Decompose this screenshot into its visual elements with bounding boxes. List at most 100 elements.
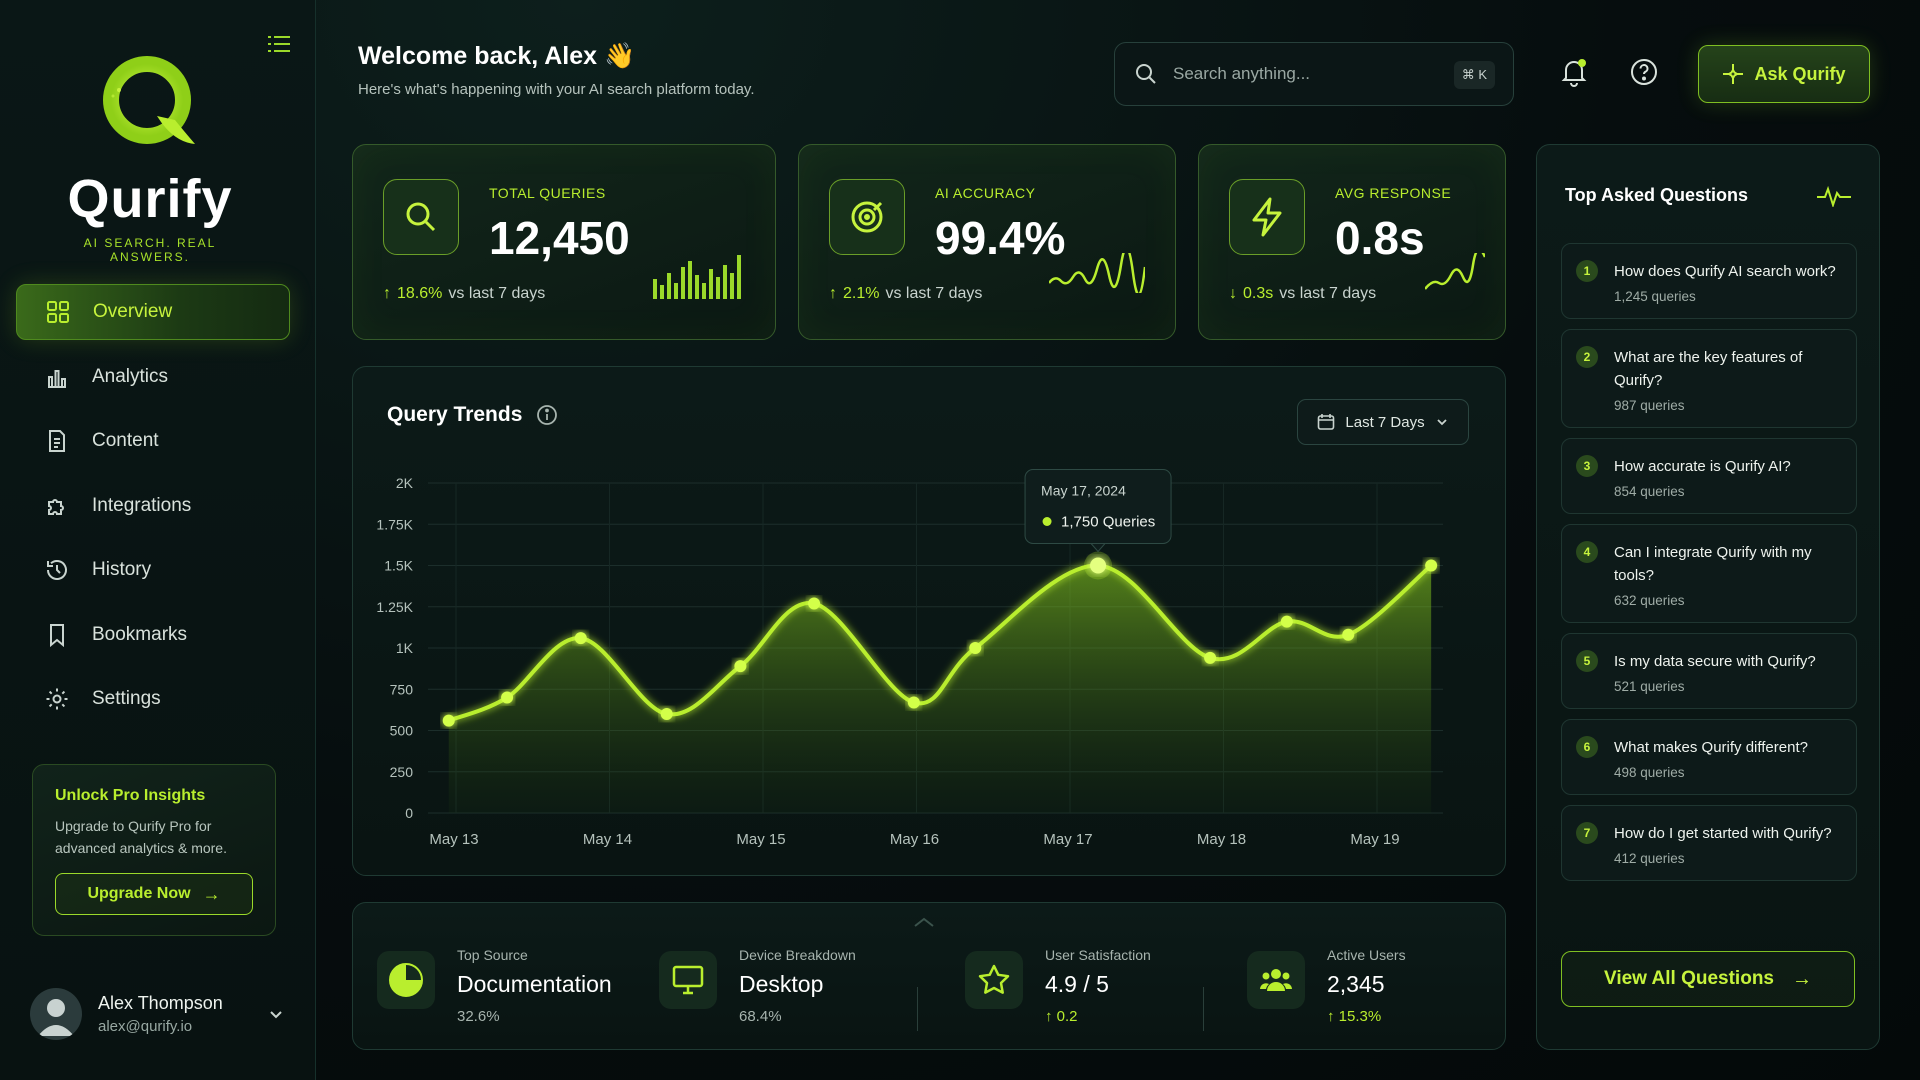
page-subtitle: Here's what's happening with your AI sea…	[358, 81, 755, 98]
data-point[interactable]	[442, 714, 455, 727]
sidebar-item-settings[interactable]: Settings	[16, 671, 290, 727]
mini-bar-chart-icon	[653, 255, 741, 299]
chevron-up-icon[interactable]	[913, 917, 935, 927]
brand-logo[interactable]: Qurify AI SEARCH. REAL ANSWERS.	[60, 50, 240, 264]
date-range-dropdown[interactable]: Last 7 Days	[1297, 399, 1469, 445]
highlight-data-point[interactable]	[1090, 557, 1107, 574]
metric-sub: ↑ 0.2	[1045, 1008, 1151, 1025]
stat-delta-suffix: vs last 7 days	[885, 285, 983, 302]
question-item[interactable]: 5 Is my data secure with Qurify? 521 queri…	[1561, 633, 1857, 709]
sparkline-icon	[1049, 253, 1145, 293]
sidebar-item-integrations[interactable]: Integrations	[16, 478, 290, 534]
data-point[interactable]	[574, 632, 587, 645]
data-point[interactable]	[734, 660, 747, 673]
question-rank: 3	[1576, 455, 1598, 477]
data-point[interactable]	[501, 691, 514, 704]
y-tick-label: 750	[390, 681, 414, 697]
data-point[interactable]	[808, 597, 821, 610]
help-icon[interactable]	[1628, 56, 1660, 88]
info-icon[interactable]	[536, 404, 558, 426]
data-point[interactable]	[969, 642, 982, 654]
promo-title: Unlock Pro Insights	[55, 787, 206, 804]
search-input[interactable]	[1173, 64, 1423, 84]
monitor-icon	[659, 951, 717, 1009]
metric-label: Device Breakdown	[739, 947, 856, 963]
y-tick-label: 1.5K	[384, 558, 413, 574]
question-item[interactable]: 7 How do I get started with Qurify? 412 qu…	[1561, 805, 1857, 881]
question-item[interactable]: 6 What makes Qurify different? 498 queries	[1561, 719, 1857, 795]
data-point[interactable]	[1425, 559, 1438, 572]
pie-chart-icon	[377, 951, 435, 1009]
x-tick-label: May 18	[1197, 831, 1246, 848]
collapse-sidebar-icon[interactable]	[268, 34, 292, 54]
sidebar-item-content[interactable]: Content	[16, 413, 290, 469]
question-text: How does Qurify AI search work?	[1614, 263, 1836, 280]
trend-title: Query Trends	[387, 403, 558, 427]
sidebar-item-label: Bookmarks	[92, 623, 188, 645]
target-icon	[829, 179, 905, 255]
metric-value: Desktop	[739, 971, 824, 997]
sidebar-item-label: Settings	[92, 688, 161, 709]
data-point[interactable]	[660, 708, 673, 720]
sidebar-item-analytics[interactable]: Analytics	[16, 349, 290, 405]
sidebar-item-label: History	[92, 559, 152, 580]
ask-qurify-button[interactable]: Ask Qurify	[1698, 45, 1870, 103]
question-count: 521 queries	[1614, 679, 1685, 694]
question-count: 987 queries	[1614, 398, 1685, 413]
user-profile[interactable]: Alex Thompson alex@qurify.io	[30, 986, 286, 1042]
metric-device-breakdown: Device Breakdown Desktop 68.4%	[659, 947, 856, 1025]
tooltip-pointer	[1089, 543, 1107, 553]
document-icon	[44, 428, 70, 454]
metric-value: 2,345	[1327, 971, 1385, 997]
pro-promo-card: Unlock Pro Insights Upgrade to Qurify Pr…	[32, 764, 276, 936]
question-rank: 1	[1576, 260, 1598, 282]
question-text: What are the key features of Qurify?	[1614, 349, 1803, 389]
question-rank: 7	[1576, 822, 1598, 844]
x-tick-label: May 14	[583, 831, 632, 848]
stat-delta: ↑ 2.1% vs last 7 days	[829, 285, 982, 303]
upgrade-now-button[interactable]: Upgrade Now →	[55, 873, 253, 915]
sidebar-item-label: Analytics	[92, 365, 169, 387]
y-tick-label: 500	[390, 723, 414, 739]
tooltip-value: 1,750 Queries	[1061, 514, 1155, 531]
data-point[interactable]	[1204, 651, 1217, 664]
question-rank: 5	[1576, 650, 1598, 672]
sidebar-item-overview[interactable]: Overview	[16, 284, 290, 340]
sidebar-item-history[interactable]: History	[16, 542, 290, 598]
puzzle-icon	[44, 493, 70, 519]
query-trends-panel: 0 250 500 750 1K 1.25K 1.5K 1.75K 2K May 13 May 1…	[352, 366, 1506, 876]
sidebar-item-bookmarks[interactable]: Bookmarks	[16, 607, 290, 663]
divider	[1203, 987, 1204, 1031]
stat-card-total-queries: TOTAL QUERIES 12,450 ↑ 18.6% vs last 7 d…	[352, 144, 776, 340]
data-point[interactable]	[1280, 615, 1293, 628]
brand-tagline: AI SEARCH. REAL ANSWERS.	[83, 236, 217, 264]
question-rank: 6	[1576, 736, 1598, 758]
data-point[interactable]	[907, 696, 920, 709]
question-item[interactable]: 3 How accurate is Qurify AI? 854 queries	[1561, 438, 1857, 514]
stat-delta-suffix: vs last 7 days	[1279, 285, 1377, 302]
chevron-down-icon[interactable]	[266, 1004, 286, 1024]
y-tick-label: 2K	[396, 475, 414, 491]
calendar-icon	[1318, 414, 1335, 430]
metric-active-users: Active Users 2,345 ↑ 15.3%	[1247, 947, 1406, 1025]
question-item[interactable]: 1 How does Qurify AI search work? 1,245 qu…	[1561, 243, 1857, 319]
search-bar[interactable]: ⌘ K	[1114, 42, 1514, 106]
lightning-icon	[1229, 179, 1305, 255]
sidebar-item-label: Integrations	[92, 494, 192, 516]
x-tick-label: May 16	[890, 831, 939, 848]
notification-bell-icon[interactable]	[1558, 56, 1590, 88]
view-all-questions-button[interactable]: View All Questions →	[1561, 951, 1855, 1007]
chevron-down-icon	[1436, 419, 1447, 426]
data-point[interactable]	[1342, 628, 1355, 641]
metric-sub: 68.4%	[739, 1008, 782, 1025]
metric-sub: ↑ 15.3%	[1327, 1008, 1406, 1025]
question-item[interactable]: 4 Can I integrate Qurify with my tools? 63…	[1561, 524, 1857, 623]
questions-title: Top Asked Questions	[1565, 185, 1749, 205]
stat-card-ai-accuracy: AI ACCURACY 99.4% ↑ 2.1% vs last 7 days	[798, 144, 1176, 340]
pulse-icon	[1817, 185, 1851, 207]
question-text: How do I get started with Qurify?	[1614, 825, 1832, 842]
sidebar-item-label: Overview	[93, 301, 173, 322]
search-icon	[1136, 64, 1156, 84]
question-item[interactable]: 2 What are the key features of Qurify? 987…	[1561, 329, 1857, 428]
arrow-down-icon: ↓	[1229, 285, 1237, 302]
